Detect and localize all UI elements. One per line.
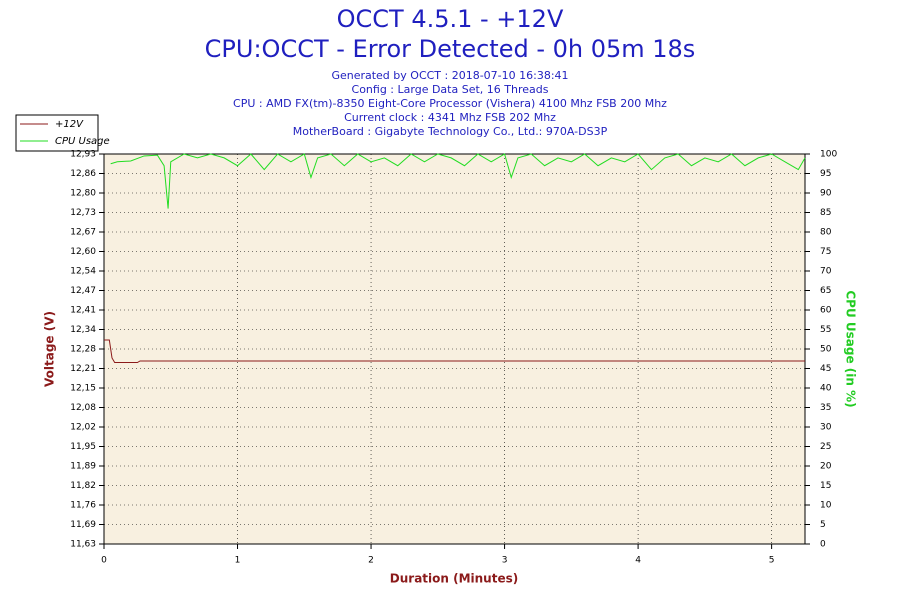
- y2-tick-label: 85: [820, 208, 831, 218]
- legend-label: +12V: [55, 119, 84, 130]
- y2-tick-label: 90: [820, 189, 832, 199]
- x-axis-label: Duration (Minutes): [390, 572, 518, 586]
- y-tick-label: 11,95: [70, 442, 96, 452]
- y2-tick-label: 30: [820, 423, 832, 433]
- y-tick-label: 12,47: [70, 286, 96, 296]
- y-tick-label: 12,67: [70, 228, 96, 238]
- y-tick-label: 11,63: [70, 540, 96, 550]
- x-tick-label: 3: [502, 556, 508, 566]
- y-tick-label: 12,34: [70, 325, 96, 335]
- y2-tick-label: 55: [820, 325, 831, 335]
- y2-tick-label: 20: [820, 462, 832, 472]
- y-axis-label: Voltage (V): [43, 311, 57, 387]
- y2-tick-label: 75: [820, 247, 831, 257]
- x-tick-label: 5: [769, 556, 775, 566]
- y-tick-label: 11,89: [70, 462, 96, 472]
- y2-tick-label: 35: [820, 403, 831, 413]
- x-tick-label: 2: [368, 556, 374, 566]
- legend-label: CPU Usage: [55, 136, 110, 147]
- y2-axis-label: CPU Usage (in %): [844, 290, 858, 407]
- y-tick-label: 12,86: [70, 169, 96, 179]
- plot-area: [103, 153, 806, 545]
- y-tick-label: 12,60: [70, 247, 96, 257]
- y-tick-label: 12,80: [70, 189, 96, 199]
- info-line: Generated by OCCT : 2018-07-10 16:38:41: [331, 69, 568, 82]
- y2-tick-label: 10: [820, 501, 832, 511]
- x-tick-label: 4: [635, 556, 641, 566]
- y2-tick-label: 50: [820, 345, 832, 355]
- y2-tick-label: 5: [820, 520, 826, 530]
- y-tick-label: 12,02: [70, 423, 96, 433]
- y2-tick-label: 15: [820, 481, 831, 491]
- y-tick-label: 11,76: [70, 501, 96, 511]
- y2-tick-label: 70: [820, 267, 832, 277]
- chart-title: OCCT 4.5.1 - +12V: [337, 5, 564, 33]
- y2-tick-label: 45: [820, 364, 831, 374]
- info-line: CPU : AMD FX(tm)-8350 Eight-Core Process…: [233, 97, 667, 110]
- y-tick-label: 11,82: [70, 481, 96, 491]
- y2-tick-label: 80: [820, 228, 832, 238]
- y2-tick-label: 0: [820, 540, 826, 550]
- info-line: Config : Large Data Set, 16 Threads: [352, 83, 549, 96]
- y-tick-label: 12,15: [70, 384, 96, 394]
- series-line: [104, 339, 805, 363]
- y2-tick-label: 95: [820, 169, 831, 179]
- y-tick-label: 12,73: [70, 208, 96, 218]
- y2-tick-label: 40: [820, 384, 832, 394]
- info-line: Current clock : 4341 Mhz FSB 202 Mhz: [344, 111, 556, 124]
- series-line: [110, 153, 806, 209]
- y-tick-label: 12,28: [70, 345, 96, 355]
- y-tick-label: 12,41: [70, 306, 96, 316]
- x-tick-label: 1: [235, 556, 241, 566]
- y2-tick-label: 60: [820, 306, 832, 316]
- y-tick-label: 12,54: [70, 267, 96, 277]
- y-tick-label: 11,69: [70, 520, 96, 530]
- y2-tick-label: 25: [820, 442, 831, 452]
- y-tick-label: 12,93: [70, 150, 96, 160]
- y-tick-label: 12,21: [70, 364, 96, 374]
- y2-tick-label: 100: [820, 150, 837, 160]
- info-line: MotherBoard : Gigabyte Technology Co., L…: [293, 125, 608, 138]
- x-tick-label: 0: [101, 556, 107, 566]
- chart-subtitle: CPU:OCCT - Error Detected - 0h 05m 18s: [205, 35, 696, 63]
- legend: [15, 114, 99, 152]
- y2-tick-label: 65: [820, 286, 831, 296]
- y-tick-label: 12,08: [70, 403, 96, 413]
